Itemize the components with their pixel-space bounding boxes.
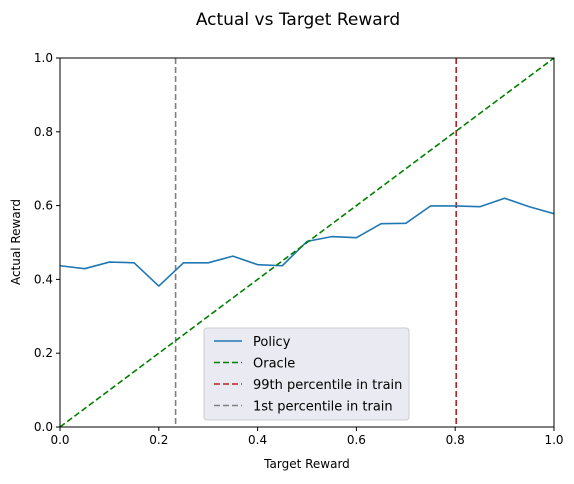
y-tick-label: 0.0 [34,420,53,434]
series-line-oracle [60,58,554,427]
axes-frame [59,57,555,428]
x-axis-label: Target Reward [263,457,350,471]
series-line-policy [60,197,554,287]
y-tick-label: 0.4 [34,272,53,286]
axes: 0.0 0.2 0.4 0.6 0.8 1.0 0.0 0.2 0.4 0.6 0.8 1.0 [34,51,564,447]
legend: Policy Oracle 99th percentile in train 1st … [203,327,410,421]
legend-label: 99th percentile in train [253,378,402,393]
plot-area [60,58,554,427]
x-tick-label: 0.6 [347,433,366,447]
legend-label: Policy [253,335,291,350]
y-tick-label: 0.8 [34,125,53,139]
x-tick-label: 0.4 [248,433,267,447]
x-tick-label: 1.0 [544,433,563,447]
y-tick-label: 1.0 [34,51,53,65]
y-tick-label: 0.2 [34,346,53,360]
legend-label: Oracle [253,357,295,372]
x-tick-label: 0.8 [446,433,465,447]
legend-label: 1st percentile in train [253,400,393,415]
y-axis-label: Actual Reward [9,199,23,285]
plot-clip-group [60,58,554,427]
y-tick-label: 0.6 [34,199,53,213]
chart-title: Actual vs Target Reward [196,10,400,30]
legend-box [203,327,410,421]
x-tick-label: 0.0 [50,433,69,447]
x-tick-label: 0.2 [149,433,168,447]
